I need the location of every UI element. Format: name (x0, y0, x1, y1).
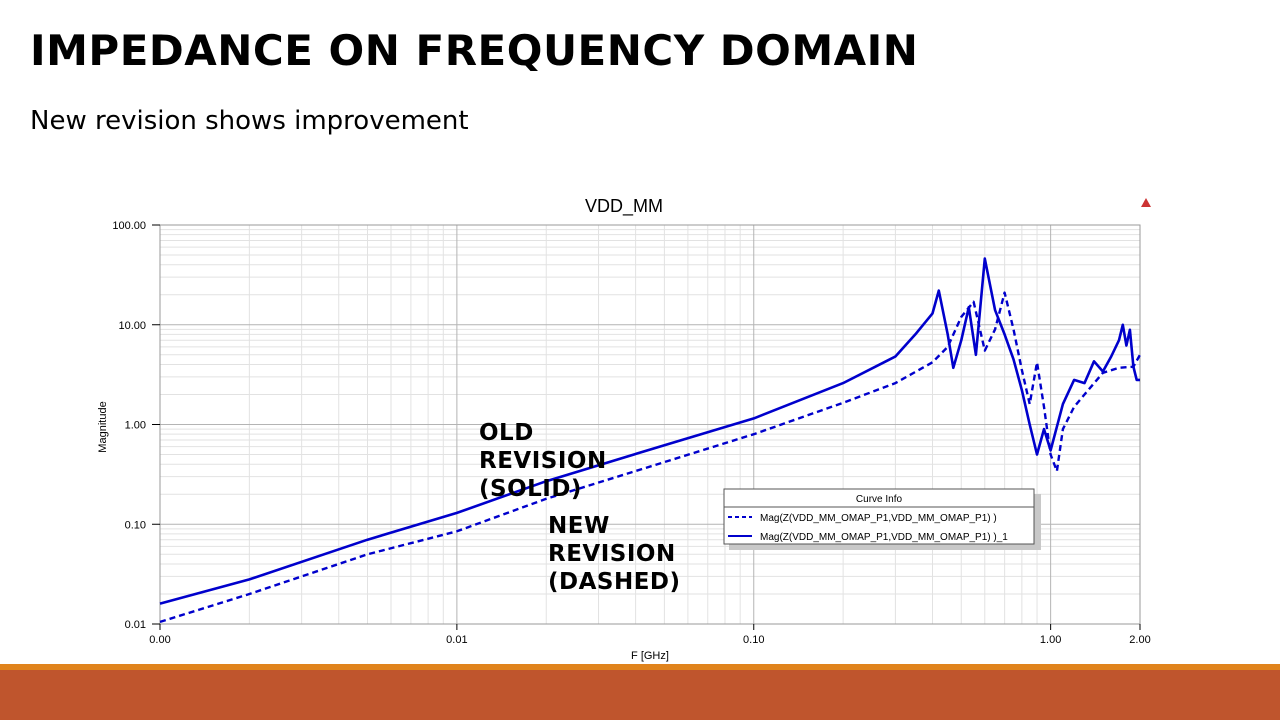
series-layer (159, 257, 1142, 624)
series-line-solid (159, 257, 1140, 605)
x-tick-label: 1.00 (1040, 634, 1061, 646)
legend-entry-solid: Mag(Z(VDD_MM_OMAP_P1,VDD_MM_OMAP_P1) )_1 (760, 532, 1008, 543)
annotation-new-revision: NEW REVISION (DASHED) (548, 513, 681, 595)
x-tick-labels: 0.00 0.01 0.10 1.00 2.00 (149, 624, 1151, 646)
legend: Curve Info Mag(Z(VDD_MM_OMAP_P1,VDD_MM_O… (723, 488, 1041, 550)
annotation-old-revision: OLD REVISION (SOLID) (479, 420, 607, 502)
x-tick-label: 2.00 (1129, 634, 1150, 646)
x-axis-label: F [GHz] (631, 650, 669, 662)
y-tick-label: 0.01 (125, 619, 146, 631)
footer-accent-line (0, 664, 1280, 670)
y-tick-label: 100.00 (112, 220, 146, 232)
y-tick-label: 0.10 (125, 519, 146, 531)
y-tick-label: 1.00 (125, 420, 146, 432)
legend-entry-dashed: Mag(Z(VDD_MM_OMAP_P1,VDD_MM_OMAP_P1) ) (760, 513, 997, 524)
y-axis-label: Magnitude (97, 401, 109, 452)
y-tick-label: 10.00 (118, 320, 146, 332)
y-tick-labels: 0.01 0.10 1.00 10.00 100.00 (112, 220, 160, 631)
series-line-dashed (159, 291, 1142, 624)
x-tick-label: 0.00 (149, 634, 170, 646)
chart-title: VDD_MM (585, 196, 663, 217)
footer-band (0, 670, 1280, 720)
slide-subtitle: New revision shows improvement (30, 106, 469, 136)
legend-title: Curve Info (856, 494, 903, 505)
marker-icon[interactable] (1141, 198, 1151, 207)
grid-layer (159, 224, 1141, 625)
x-tick-label: 0.01 (446, 634, 467, 646)
slide-title: IMPEDANCE ON FREQUENCY DOMAIN (30, 26, 919, 75)
x-tick-label: 0.10 (743, 634, 764, 646)
